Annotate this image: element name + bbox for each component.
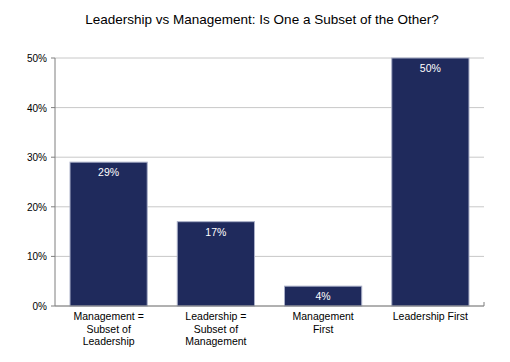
data-label: 17%	[205, 226, 226, 238]
chart-root: Leadership vs Management: Is One a Subse…	[0, 0, 510, 362]
x-tick-label: Leadership =Subset ofManagement	[185, 310, 246, 347]
y-axis	[55, 58, 56, 306]
y-tick-label: 10%	[27, 251, 47, 262]
data-label: 4%	[316, 290, 331, 302]
x-tick-label-line: Management =	[73, 310, 143, 322]
y-tick-label: 0%	[33, 301, 48, 312]
x-tick-label-line: Leadership	[83, 335, 135, 347]
x-axis	[55, 306, 484, 307]
y-tick-label: 20%	[27, 202, 47, 213]
data-label: 29%	[98, 166, 119, 178]
data-labels: 29% 17% 4% 50%	[98, 62, 441, 302]
data-label: 50%	[420, 62, 441, 74]
x-tick-label-line: Leadership First	[393, 310, 468, 322]
grid	[55, 58, 484, 306]
y-tick	[51, 206, 55, 207]
y-tick-label: 50%	[27, 53, 47, 64]
x-tick-label: Management =Subset ofLeadership	[73, 310, 143, 347]
bar	[285, 286, 362, 306]
bar	[177, 222, 254, 306]
x-tick-label-line: Subset of	[86, 323, 130, 335]
y-tick	[51, 256, 55, 257]
x-tick-label: Leadership First	[393, 310, 468, 322]
x-axis-end-tick	[484, 302, 485, 306]
grid-line	[55, 306, 484, 307]
x-tick-label-line: Leadership =	[185, 310, 246, 322]
y-tick	[51, 157, 55, 158]
x-tick-label-line: Management	[292, 310, 353, 322]
bar	[392, 58, 469, 306]
y-tick-label: 40%	[27, 103, 47, 114]
y-tick	[51, 306, 55, 307]
y-tick	[51, 58, 55, 59]
y-tick-label: 30%	[27, 152, 47, 163]
x-tick-label-line: First	[313, 323, 333, 335]
chart-title: Leadership vs Management: Is One a Subse…	[85, 12, 438, 27]
x-tick-label: ManagementFirst	[292, 310, 353, 335]
y-tick	[51, 107, 55, 108]
bar	[70, 162, 147, 306]
x-tick-label-line: Management	[185, 335, 246, 347]
x-tick-label-line: Subset of	[194, 323, 238, 335]
